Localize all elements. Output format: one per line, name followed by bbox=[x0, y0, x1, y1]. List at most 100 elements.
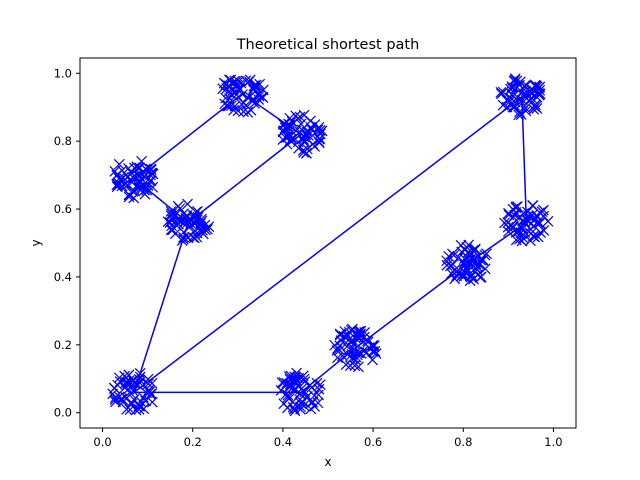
x-marker bbox=[529, 231, 541, 243]
x-marker bbox=[217, 83, 229, 95]
y-tick-label: 0.0 bbox=[54, 406, 72, 420]
x-marker bbox=[521, 206, 533, 218]
x-marker bbox=[506, 220, 517, 231]
x-tick-label: 0.6 bbox=[364, 435, 382, 449]
cluster-markers bbox=[217, 74, 269, 118]
cluster-markers bbox=[329, 323, 382, 373]
y-tick-label: 0.8 bbox=[54, 134, 72, 148]
x-marker bbox=[119, 370, 131, 382]
x-marker bbox=[526, 93, 538, 104]
x-marker bbox=[332, 352, 343, 364]
x-marker bbox=[225, 100, 237, 112]
x-marker bbox=[223, 74, 235, 86]
x-marker bbox=[141, 387, 153, 399]
x-marker bbox=[461, 251, 473, 263]
x-marker bbox=[529, 79, 541, 91]
x-marker bbox=[354, 330, 366, 342]
x-marker bbox=[347, 352, 358, 364]
x-marker bbox=[308, 390, 320, 402]
x-marker bbox=[367, 354, 378, 366]
x-marker bbox=[499, 217, 510, 229]
x-marker bbox=[190, 206, 202, 218]
x-marker bbox=[283, 393, 295, 404]
x-marker bbox=[178, 218, 189, 229]
x-axis: 0.0 0.2 0.4 0.6 0.8 1.0 bbox=[93, 428, 563, 449]
x-marker bbox=[517, 223, 529, 235]
x-marker bbox=[226, 89, 238, 101]
x-marker bbox=[528, 215, 540, 227]
x-tick-label: 0.4 bbox=[274, 435, 292, 449]
x-marker bbox=[501, 101, 513, 113]
x-marker bbox=[292, 113, 304, 124]
x-marker bbox=[453, 252, 465, 263]
x-marker bbox=[196, 215, 208, 227]
x-marker bbox=[171, 220, 182, 231]
x-marker bbox=[352, 361, 364, 373]
x-marker bbox=[362, 335, 373, 347]
x-marker bbox=[293, 142, 304, 154]
x-marker bbox=[458, 259, 470, 271]
x-marker bbox=[110, 396, 121, 408]
x-marker bbox=[354, 325, 366, 337]
x-marker bbox=[369, 345, 381, 357]
x-marker bbox=[134, 371, 146, 383]
x-marker bbox=[342, 349, 353, 361]
data-layer bbox=[107, 73, 554, 417]
x-marker bbox=[311, 377, 323, 389]
x-marker bbox=[520, 105, 532, 117]
x-marker bbox=[346, 334, 358, 346]
x-marker bbox=[505, 92, 517, 104]
x-marker bbox=[466, 269, 477, 281]
x-marker bbox=[250, 79, 262, 91]
cluster-markers bbox=[162, 198, 215, 246]
x-marker bbox=[137, 392, 149, 403]
x-marker bbox=[132, 162, 144, 174]
x-marker bbox=[248, 80, 260, 92]
x-marker bbox=[188, 210, 200, 222]
x-marker bbox=[191, 231, 203, 243]
x-marker bbox=[304, 380, 315, 391]
x-marker bbox=[513, 109, 525, 121]
cluster-markers bbox=[495, 73, 546, 121]
x-marker bbox=[447, 248, 458, 260]
x-marker bbox=[343, 334, 354, 346]
x-marker bbox=[305, 403, 317, 415]
x-marker bbox=[510, 202, 522, 214]
x-marker bbox=[298, 373, 310, 385]
x-marker bbox=[165, 210, 177, 222]
x-marker bbox=[128, 162, 140, 174]
x-marker bbox=[516, 235, 528, 247]
x-marker bbox=[127, 185, 139, 197]
x-marker bbox=[130, 404, 142, 416]
x-marker bbox=[299, 386, 311, 398]
x-marker bbox=[280, 132, 292, 144]
x-marker bbox=[291, 367, 302, 379]
x-marker bbox=[305, 121, 317, 133]
x-marker bbox=[313, 389, 324, 401]
x-marker bbox=[301, 126, 313, 138]
x-marker bbox=[234, 83, 246, 95]
x-marker bbox=[281, 377, 293, 389]
x-marker bbox=[334, 340, 346, 352]
y-tick-label: 0.4 bbox=[54, 270, 72, 284]
y-tick-label: 1.0 bbox=[54, 66, 72, 80]
x-marker bbox=[301, 143, 313, 155]
x-marker bbox=[334, 328, 346, 340]
x-marker bbox=[355, 325, 367, 337]
x-marker bbox=[145, 164, 157, 176]
x-marker bbox=[312, 124, 324, 136]
x-marker bbox=[111, 169, 123, 181]
x-marker bbox=[242, 91, 253, 103]
cluster-markers bbox=[275, 367, 326, 417]
x-marker bbox=[196, 213, 207, 225]
x-marker bbox=[349, 360, 361, 372]
x-marker bbox=[111, 181, 123, 193]
x-marker bbox=[475, 254, 487, 266]
x-marker bbox=[145, 167, 157, 179]
x-marker bbox=[116, 393, 128, 405]
x-marker bbox=[134, 367, 146, 379]
x-marker bbox=[449, 273, 461, 285]
x-marker bbox=[298, 131, 310, 143]
x-marker bbox=[187, 231, 199, 243]
